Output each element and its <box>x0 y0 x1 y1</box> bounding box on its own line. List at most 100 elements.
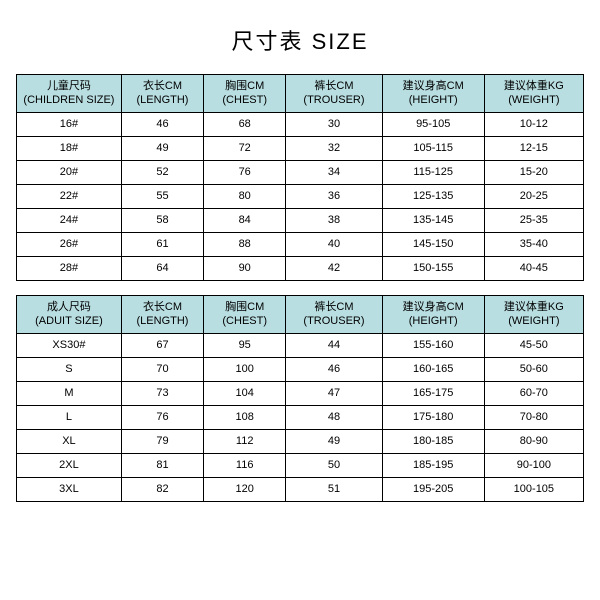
header-zh: 衣长CM <box>143 301 182 313</box>
table-cell: 81 <box>121 454 203 478</box>
col-trouser: 裤长CM (TROUSER) <box>286 296 382 334</box>
header-en: (WEIGHT) <box>508 315 559 327</box>
table-cell: 10-12 <box>484 113 583 137</box>
table-cell: 38 <box>286 209 382 233</box>
table-cell: 70 <box>121 358 203 382</box>
table-cell: 80 <box>204 185 286 209</box>
header-en: (TROUSER) <box>303 315 364 327</box>
table-cell: 40 <box>286 233 382 257</box>
table-cell: 82 <box>121 478 203 502</box>
table-cell: 180-185 <box>382 430 484 454</box>
table-cell: L <box>17 406 122 430</box>
header-zh: 建议体重KG <box>504 80 564 92</box>
table-row: 3XL8212051195-205100-105 <box>17 478 584 502</box>
table-cell: 48 <box>286 406 382 430</box>
adult-size-table: 成人尺码 (ADUIT SIZE) 衣长CM (LENGTH) 胸围CM (CH… <box>16 295 584 502</box>
page-title: 尺寸表 SIZE <box>16 24 584 56</box>
table-cell: 88 <box>204 233 286 257</box>
table-cell: 175-180 <box>382 406 484 430</box>
table-cell: 50 <box>286 454 382 478</box>
col-length: 衣长CM (LENGTH) <box>121 296 203 334</box>
adult-tbody: XS30#679544155-16045-50S7010046160-16550… <box>17 334 584 502</box>
table-cell: 12-15 <box>484 137 583 161</box>
header-en: (LENGTH) <box>137 94 189 106</box>
table-cell: 45-50 <box>484 334 583 358</box>
table-cell: XL <box>17 430 122 454</box>
size-chart-page: 尺寸表 SIZE 儿童尺码 (CHILDREN SIZE) 衣长CM (LENG… <box>0 0 600 600</box>
table-cell: 120 <box>204 478 286 502</box>
table-cell: 60-70 <box>484 382 583 406</box>
table-cell: 34 <box>286 161 382 185</box>
table-cell: 32 <box>286 137 382 161</box>
table-cell: 145-150 <box>382 233 484 257</box>
table-cell: 61 <box>121 233 203 257</box>
table-cell: 40-45 <box>484 257 583 281</box>
table-cell: 160-165 <box>382 358 484 382</box>
table-row: 22#558036125-13520-25 <box>17 185 584 209</box>
table-row: 26#618840145-15035-40 <box>17 233 584 257</box>
table-cell: 100-105 <box>484 478 583 502</box>
table-cell: 2XL <box>17 454 122 478</box>
table-cell: 42 <box>286 257 382 281</box>
table-cell: 64 <box>121 257 203 281</box>
header-zh: 儿童尺码 <box>47 80 91 92</box>
table-cell: 15-20 <box>484 161 583 185</box>
table-row: 20#527634115-12515-20 <box>17 161 584 185</box>
table-cell: 72 <box>204 137 286 161</box>
table-cell: 47 <box>286 382 382 406</box>
table-cell: 115-125 <box>382 161 484 185</box>
table-cell: 165-175 <box>382 382 484 406</box>
table-cell: 185-195 <box>382 454 484 478</box>
header-zh: 建议身高CM <box>403 301 464 313</box>
table-cell: 49 <box>286 430 382 454</box>
table-row: 28#649042150-15540-45 <box>17 257 584 281</box>
table-cell: 150-155 <box>382 257 484 281</box>
table-spacer <box>16 281 584 295</box>
table-cell: 76 <box>121 406 203 430</box>
header-zh: 裤长CM <box>314 80 353 92</box>
table-cell: 18# <box>17 137 122 161</box>
col-chest: 胸围CM (CHEST) <box>204 296 286 334</box>
table-cell: 46 <box>286 358 382 382</box>
col-trouser: 裤长CM (TROUSER) <box>286 75 382 113</box>
table-cell: 95 <box>204 334 286 358</box>
header-zh: 成人尺码 <box>47 301 91 313</box>
table-cell: 80-90 <box>484 430 583 454</box>
children-tbody: 16#46683095-10510-1218#497232105-11512-1… <box>17 113 584 281</box>
table-cell: 49 <box>121 137 203 161</box>
table-cell: 3XL <box>17 478 122 502</box>
table-cell: 52 <box>121 161 203 185</box>
table-cell: 70-80 <box>484 406 583 430</box>
table-cell: 35-40 <box>484 233 583 257</box>
header-en: (CHEST) <box>222 94 267 106</box>
col-weight: 建议体重KG (WEIGHT) <box>484 75 583 113</box>
children-header-row: 儿童尺码 (CHILDREN SIZE) 衣长CM (LENGTH) 胸围CM … <box>17 75 584 113</box>
table-cell: 76 <box>204 161 286 185</box>
table-cell: 28# <box>17 257 122 281</box>
table-row: 2XL8111650185-19590-100 <box>17 454 584 478</box>
table-row: 18#497232105-11512-15 <box>17 137 584 161</box>
table-cell: 155-160 <box>382 334 484 358</box>
table-cell: 16# <box>17 113 122 137</box>
table-cell: 26# <box>17 233 122 257</box>
table-cell: 50-60 <box>484 358 583 382</box>
header-en: (LENGTH) <box>137 315 189 327</box>
table-cell: 20-25 <box>484 185 583 209</box>
header-zh: 胸围CM <box>225 301 264 313</box>
table-cell: 84 <box>204 209 286 233</box>
table-row: XL7911249180-18580-90 <box>17 430 584 454</box>
header-zh: 裤长CM <box>314 301 353 313</box>
table-cell: 36 <box>286 185 382 209</box>
table-cell: 30 <box>286 113 382 137</box>
table-cell: 58 <box>121 209 203 233</box>
table-cell: XS30# <box>17 334 122 358</box>
table-row: XS30#679544155-16045-50 <box>17 334 584 358</box>
header-zh: 衣长CM <box>143 80 182 92</box>
table-cell: 73 <box>121 382 203 406</box>
table-cell: 46 <box>121 113 203 137</box>
table-cell: 100 <box>204 358 286 382</box>
table-cell: 20# <box>17 161 122 185</box>
header-en: (TROUSER) <box>303 94 364 106</box>
col-length: 衣长CM (LENGTH) <box>121 75 203 113</box>
table-cell: 24# <box>17 209 122 233</box>
